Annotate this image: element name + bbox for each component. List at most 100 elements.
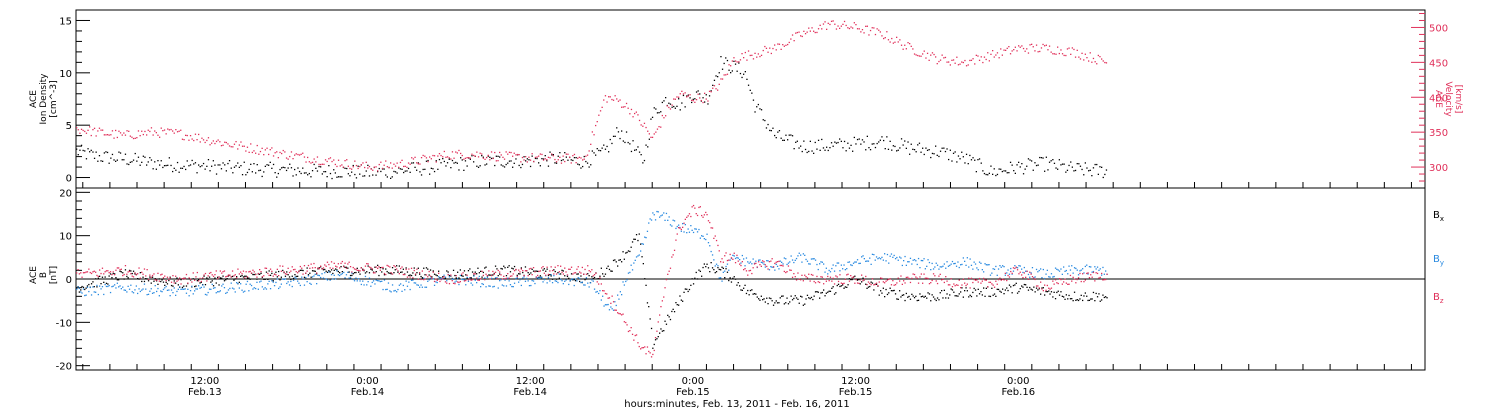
series-by-point bbox=[675, 227, 677, 230]
density-series-point bbox=[500, 164, 502, 166]
velocity-series-point bbox=[455, 151, 457, 153]
series-bx-point bbox=[168, 279, 170, 282]
series-bx-point bbox=[469, 268, 471, 270]
series-by-point bbox=[831, 267, 833, 270]
series-bz-point bbox=[1030, 273, 1032, 275]
series-bx-point bbox=[435, 274, 437, 276]
series-by-point bbox=[931, 262, 933, 265]
series-by-point bbox=[337, 274, 339, 276]
series-by-point bbox=[509, 284, 512, 286]
series-by-point bbox=[996, 274, 998, 276]
velocity-series-point bbox=[237, 148, 239, 150]
velocity-series-point bbox=[241, 145, 244, 147]
series-bx-point bbox=[1056, 291, 1058, 294]
series-bz-point bbox=[573, 272, 575, 274]
velocity-series-point bbox=[373, 166, 375, 168]
series-bx-point bbox=[275, 271, 277, 273]
series-by-point bbox=[490, 277, 493, 279]
density-series-point bbox=[1042, 157, 1044, 159]
velocity-series-point bbox=[965, 65, 968, 67]
series-by-point bbox=[513, 282, 516, 284]
density-series-point bbox=[1039, 156, 1041, 159]
density-series-point bbox=[318, 165, 320, 168]
velocity-series-point bbox=[887, 39, 890, 41]
density-series-point bbox=[1035, 164, 1038, 167]
density-series-point bbox=[305, 172, 307, 174]
series-bz-point bbox=[794, 276, 796, 278]
velocity-series-point bbox=[121, 134, 123, 136]
series-bx-point bbox=[268, 270, 270, 272]
series-by-point bbox=[587, 282, 589, 284]
density-series-point bbox=[764, 119, 766, 122]
series-bx-point bbox=[314, 270, 316, 272]
series-by-point bbox=[709, 245, 711, 247]
series-by-point bbox=[263, 288, 265, 290]
series-by-point bbox=[724, 270, 726, 272]
density-series-point bbox=[1053, 162, 1056, 164]
series-by-point bbox=[888, 262, 890, 264]
series-bx-point bbox=[169, 276, 171, 278]
series-by-point bbox=[367, 281, 369, 283]
series-bz-point bbox=[432, 271, 434, 273]
series-bx-point bbox=[859, 283, 861, 285]
series-bz-point bbox=[705, 211, 707, 214]
velocity-series-point bbox=[451, 151, 454, 153]
top-left-axis-label-line: Ion Density bbox=[39, 73, 49, 125]
density-series-point bbox=[746, 78, 748, 80]
velocity-series-point bbox=[364, 166, 366, 169]
series-bx-point bbox=[444, 277, 447, 279]
density-series-point bbox=[521, 163, 524, 166]
velocity-series-point bbox=[967, 64, 969, 66]
series-bx-point bbox=[752, 293, 754, 295]
series-bz-point bbox=[771, 258, 773, 260]
density-series-point bbox=[399, 168, 402, 170]
velocity-series-point bbox=[180, 129, 182, 131]
series-by-point bbox=[954, 262, 956, 265]
series-by-point bbox=[560, 278, 562, 281]
series-by-point bbox=[330, 274, 333, 276]
series-bx-point bbox=[866, 287, 868, 289]
series-bz-point bbox=[95, 271, 97, 273]
series-by-point bbox=[370, 285, 372, 287]
series-bz-point bbox=[1010, 270, 1012, 273]
series-bz-point bbox=[770, 260, 772, 262]
series-bx-point bbox=[1077, 299, 1080, 302]
density-series-point bbox=[661, 101, 663, 104]
velocity-series-point bbox=[1018, 45, 1020, 47]
series-bx-point bbox=[721, 266, 723, 268]
velocity-series-point bbox=[803, 30, 805, 32]
velocity-series-point bbox=[832, 20, 834, 22]
series-bx-point bbox=[458, 277, 460, 279]
series-by-point bbox=[351, 272, 353, 274]
series-by-point bbox=[763, 263, 765, 265]
density-series-point bbox=[1052, 159, 1054, 161]
velocity-series-point bbox=[775, 49, 777, 51]
series-bz-point bbox=[572, 273, 574, 275]
density-series-point bbox=[344, 167, 346, 169]
series-by-point bbox=[518, 281, 520, 283]
density-series-point bbox=[1005, 170, 1007, 172]
series-bz-point bbox=[579, 271, 581, 273]
velocity-series-point bbox=[666, 105, 668, 107]
density-series-point bbox=[232, 172, 234, 174]
series-by-point bbox=[909, 257, 912, 259]
series-bz-point bbox=[503, 275, 505, 277]
density-series-point bbox=[900, 138, 903, 140]
series-bz-point bbox=[287, 267, 289, 269]
series-bz-point bbox=[993, 286, 996, 288]
density-series-point bbox=[552, 154, 554, 156]
density-series-point bbox=[816, 148, 818, 150]
density-series-point bbox=[819, 149, 821, 151]
series-bx-point bbox=[691, 278, 693, 280]
series-bx-point bbox=[387, 272, 390, 274]
density-series-point bbox=[277, 172, 279, 175]
velocity-series-point bbox=[837, 25, 839, 27]
velocity-series-point bbox=[129, 135, 131, 137]
series-by-point bbox=[565, 279, 567, 281]
series-by-point bbox=[779, 260, 781, 262]
density-series-point bbox=[774, 134, 776, 137]
series-bx-point bbox=[157, 283, 159, 285]
series-bx-point bbox=[884, 296, 886, 298]
series-bz-point bbox=[328, 263, 330, 266]
top-right-tick-label: 450 bbox=[1429, 58, 1448, 69]
